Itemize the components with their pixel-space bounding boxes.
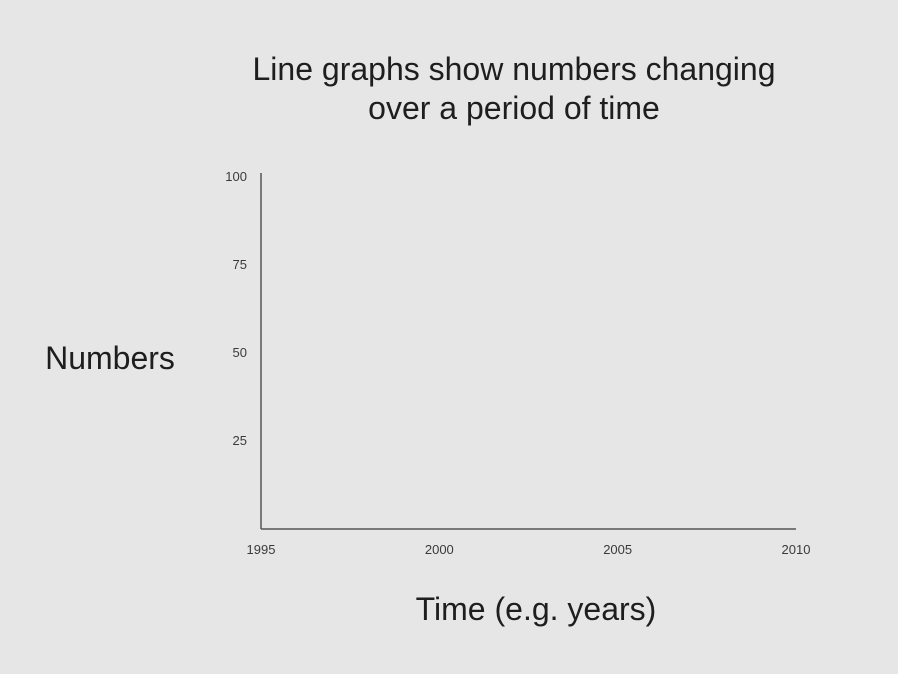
y-tick-label: 50 — [233, 345, 247, 360]
y-tick-label: 25 — [233, 433, 247, 448]
y-tick-labels: 25 50 75 100 — [225, 169, 247, 448]
y-axis-label: Numbers — [45, 340, 175, 376]
x-tick-label: 1995 — [247, 542, 276, 557]
chart-title-line-2: over a period of time — [368, 90, 660, 126]
x-tick-label: 2000 — [425, 542, 454, 557]
y-tick-label: 75 — [233, 257, 247, 272]
x-tick-labels: 1995 2000 2005 2010 — [247, 542, 811, 557]
x-tick-label: 2010 — [782, 542, 811, 557]
x-axis-label: Time (e.g. years) — [416, 591, 657, 627]
chart-title-line-1: Line graphs show numbers changing — [253, 51, 776, 87]
y-tick-label: 100 — [225, 169, 247, 184]
x-tick-label: 2005 — [603, 542, 632, 557]
